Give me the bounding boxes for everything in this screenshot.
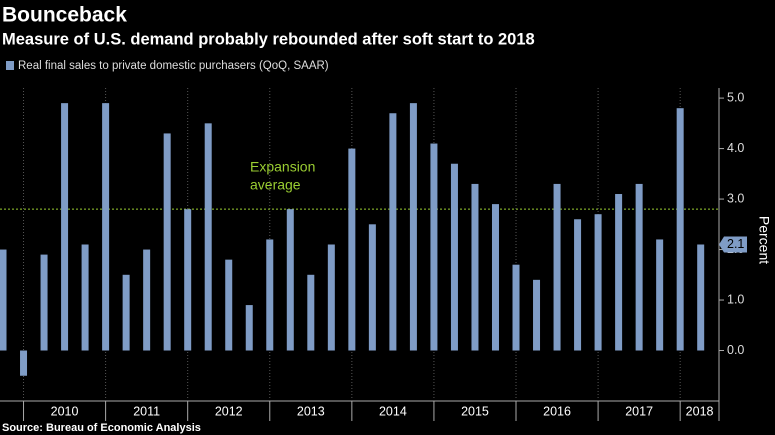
bar — [0, 249, 7, 351]
bar — [450, 163, 458, 351]
y-tick-label: 5.0 — [727, 90, 744, 104]
bar — [491, 204, 499, 351]
legend-swatch — [6, 61, 14, 70]
x-tick-label: 2015 — [461, 404, 489, 418]
bar — [574, 219, 582, 351]
bar — [389, 113, 397, 351]
bar — [20, 350, 28, 376]
reference-label: average — [250, 177, 301, 193]
bar — [533, 279, 541, 351]
y-tick-label: 4.0 — [727, 141, 744, 155]
bar — [122, 274, 130, 351]
chart-subtitle: Measure of U.S. demand probably rebounde… — [2, 30, 535, 48]
bar — [307, 274, 315, 351]
bar — [368, 224, 376, 351]
chart-title: Bounceback — [2, 4, 127, 27]
bar — [266, 239, 274, 351]
last-value-label: 2.1 — [727, 237, 744, 251]
x-tick-label: 2016 — [543, 404, 571, 418]
bar — [430, 143, 438, 351]
x-tick-label: 2011 — [133, 404, 160, 418]
bar — [61, 103, 69, 351]
bar — [676, 108, 684, 351]
bar — [225, 259, 233, 351]
reference-label: Expansion — [250, 159, 315, 175]
bar — [143, 249, 151, 351]
y-tick-label: 0.0 — [727, 343, 744, 357]
y-tick-label: 3.0 — [727, 191, 744, 205]
bar — [184, 209, 192, 351]
bar — [245, 305, 253, 351]
bar — [697, 244, 705, 351]
bar — [102, 103, 110, 351]
bar — [286, 209, 294, 351]
bar — [409, 103, 417, 351]
x-tick-label: 2017 — [625, 404, 653, 418]
bar — [348, 148, 356, 351]
y-tick-label: 1.0 — [727, 292, 744, 306]
legend-label: Real final sales to private domestic pur… — [18, 60, 329, 72]
x-tick-label: 2018 — [686, 404, 714, 418]
bar — [512, 264, 520, 351]
last-value-badge — [719, 236, 747, 253]
x-tick-label: 2010 — [51, 404, 79, 418]
source: Source: Bureau of Economic Analysis — [2, 422, 201, 434]
x-tick-label: 2014 — [379, 404, 407, 418]
x-tick-label: 2013 — [297, 404, 325, 418]
bar — [40, 254, 48, 351]
x-tick-label: 2012 — [215, 404, 243, 418]
bar — [327, 244, 335, 351]
bar — [656, 239, 664, 351]
bar — [635, 183, 643, 351]
bar — [163, 133, 171, 351]
bar — [615, 194, 623, 351]
bar — [553, 183, 561, 351]
bar — [471, 183, 479, 351]
bar — [594, 214, 602, 351]
bar — [81, 244, 89, 351]
bar — [204, 123, 212, 351]
y-axis-label: Percent — [756, 216, 772, 264]
